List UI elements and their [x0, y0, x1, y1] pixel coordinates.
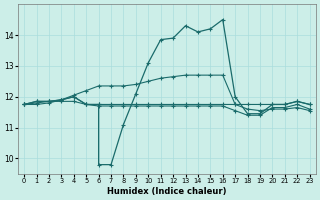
X-axis label: Humidex (Indice chaleur): Humidex (Indice chaleur): [107, 187, 227, 196]
